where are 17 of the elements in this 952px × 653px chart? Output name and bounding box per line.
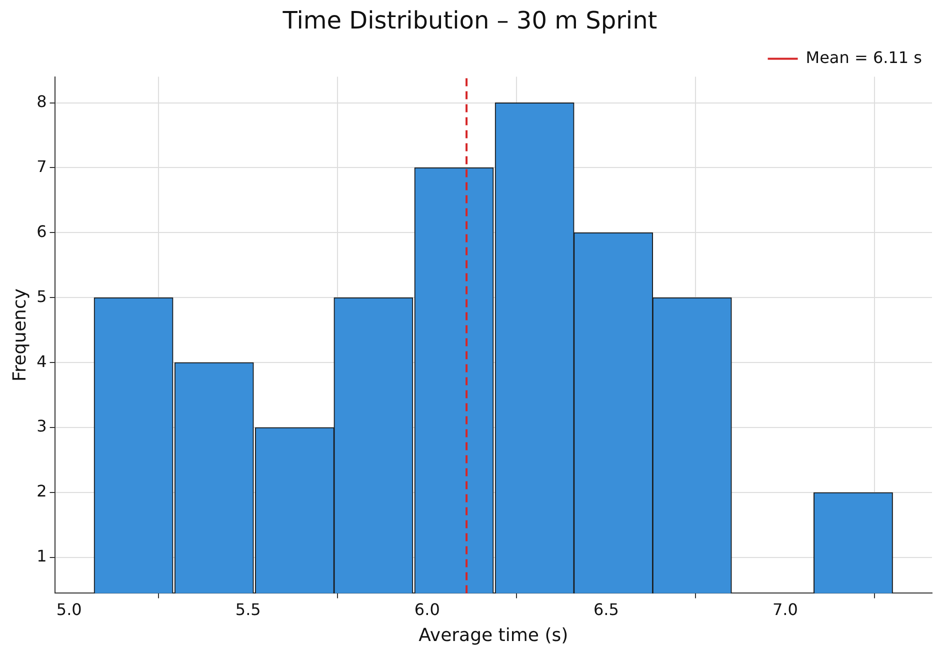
y-tick-label: 1 bbox=[36, 546, 47, 566]
y-tick-label: 4 bbox=[36, 352, 47, 371]
legend-label: Mean = 6.11 s bbox=[806, 48, 922, 67]
y-tick-label: 5 bbox=[36, 286, 47, 306]
y-tick-label: 3 bbox=[36, 416, 47, 436]
y-axis-title: Frequency bbox=[9, 288, 30, 382]
y-tick-label: 2 bbox=[36, 482, 47, 501]
y-tick-label: 6 bbox=[36, 222, 47, 241]
x-tick-label: 5.0 bbox=[56, 600, 82, 619]
x-tick-label: 6.0 bbox=[414, 600, 440, 619]
chart-title: Time Distribution – 30 m Sprint bbox=[282, 6, 658, 35]
y-tick-label: 8 bbox=[36, 92, 47, 111]
x-axis-title: Average time (s) bbox=[418, 624, 568, 646]
x-tick-label: 7.0 bbox=[772, 600, 798, 619]
x-tick-label: 5.5 bbox=[235, 600, 261, 619]
y-tick-label: 7 bbox=[36, 156, 47, 176]
x-tick-label: 6.5 bbox=[593, 600, 619, 619]
